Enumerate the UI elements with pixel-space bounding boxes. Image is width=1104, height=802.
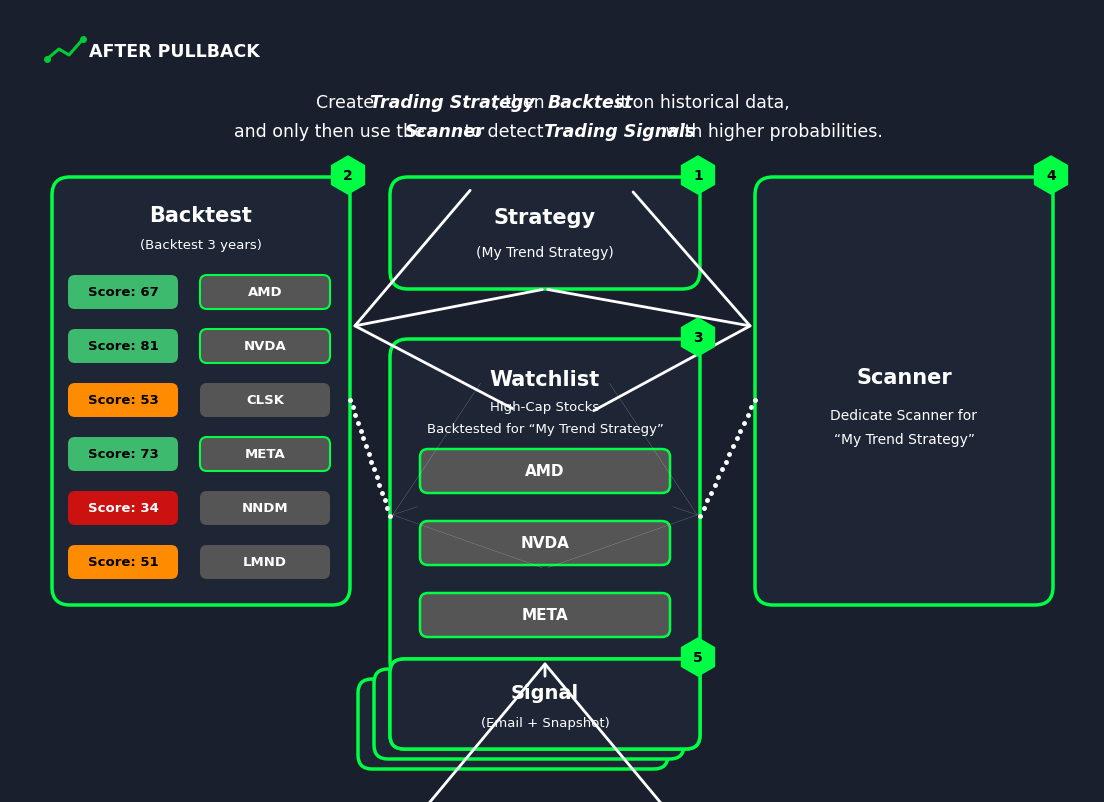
Text: Score: 51: Score: 51 xyxy=(87,556,158,569)
Text: (My Trend Strategy): (My Trend Strategy) xyxy=(476,245,614,260)
Text: 1: 1 xyxy=(693,168,703,183)
FancyBboxPatch shape xyxy=(68,276,178,310)
Text: and only then use the: and only then use the xyxy=(234,123,431,141)
Text: CLSK: CLSK xyxy=(246,394,284,407)
Text: Score: 34: Score: 34 xyxy=(87,502,159,515)
Text: LMND: LMND xyxy=(243,556,287,569)
Text: Trading Signals: Trading Signals xyxy=(544,123,696,141)
Text: 4: 4 xyxy=(1047,168,1055,183)
FancyBboxPatch shape xyxy=(755,178,1053,606)
Text: Backtest: Backtest xyxy=(149,206,253,225)
Text: AFTER PULLBACK: AFTER PULLBACK xyxy=(89,43,259,61)
FancyBboxPatch shape xyxy=(200,383,330,418)
Text: , then: , then xyxy=(493,94,550,111)
FancyBboxPatch shape xyxy=(68,330,178,363)
Text: AMD: AMD xyxy=(526,464,565,479)
FancyBboxPatch shape xyxy=(420,449,670,493)
FancyBboxPatch shape xyxy=(358,679,668,769)
FancyBboxPatch shape xyxy=(390,178,700,290)
Text: Create: Create xyxy=(316,94,380,111)
Text: Scanner: Scanner xyxy=(405,123,485,141)
Text: Score: 81: Score: 81 xyxy=(87,340,158,353)
FancyBboxPatch shape xyxy=(200,437,330,472)
Text: 3: 3 xyxy=(693,330,703,345)
Text: with higher probabilities.: with higher probabilities. xyxy=(660,123,883,141)
FancyBboxPatch shape xyxy=(390,659,700,749)
Text: to detect: to detect xyxy=(459,123,549,141)
FancyBboxPatch shape xyxy=(68,545,178,579)
Text: Dedicate Scanner for: Dedicate Scanner for xyxy=(830,408,977,423)
Text: (Email + Snapshot): (Email + Snapshot) xyxy=(480,717,609,730)
FancyBboxPatch shape xyxy=(68,383,178,418)
FancyBboxPatch shape xyxy=(390,339,700,679)
Text: Signal: Signal xyxy=(511,683,580,703)
Text: Backtested for “My Trend Strategy”: Backtested for “My Trend Strategy” xyxy=(426,423,664,436)
Polygon shape xyxy=(681,638,714,676)
Text: Score: 53: Score: 53 xyxy=(87,394,158,407)
Polygon shape xyxy=(331,157,364,195)
Text: (Backtest 3 years): (Backtest 3 years) xyxy=(140,239,262,252)
FancyBboxPatch shape xyxy=(420,521,670,565)
Text: Score: 73: Score: 73 xyxy=(87,448,158,461)
Text: Score: 67: Score: 67 xyxy=(87,286,158,299)
FancyBboxPatch shape xyxy=(390,659,700,749)
FancyBboxPatch shape xyxy=(52,178,350,606)
FancyBboxPatch shape xyxy=(420,593,670,638)
FancyBboxPatch shape xyxy=(200,330,330,363)
Text: it on historical data,: it on historical data, xyxy=(611,94,789,111)
Polygon shape xyxy=(1034,157,1068,195)
Text: NVDA: NVDA xyxy=(521,536,570,551)
FancyBboxPatch shape xyxy=(68,492,178,525)
Polygon shape xyxy=(681,318,714,357)
Text: “My Trend Strategy”: “My Trend Strategy” xyxy=(834,432,975,447)
Polygon shape xyxy=(681,157,714,195)
Text: Scanner: Scanner xyxy=(856,367,952,387)
FancyBboxPatch shape xyxy=(200,492,330,525)
FancyBboxPatch shape xyxy=(374,669,684,759)
Text: Trading Strategy: Trading Strategy xyxy=(370,94,534,111)
Text: Backtest: Backtest xyxy=(548,94,634,111)
Text: META: META xyxy=(522,608,569,622)
Text: NVDA: NVDA xyxy=(244,340,286,353)
FancyBboxPatch shape xyxy=(68,437,178,472)
Text: Strategy: Strategy xyxy=(493,208,596,228)
FancyBboxPatch shape xyxy=(200,545,330,579)
Text: 2: 2 xyxy=(343,168,353,183)
Text: NNDM: NNDM xyxy=(242,502,288,515)
Text: META: META xyxy=(245,448,285,461)
Text: AMD: AMD xyxy=(247,286,283,299)
Text: Watchlist: Watchlist xyxy=(490,370,601,390)
FancyBboxPatch shape xyxy=(200,276,330,310)
Text: High-Cap Stocks: High-Cap Stocks xyxy=(490,401,599,414)
Text: 5: 5 xyxy=(693,650,703,664)
